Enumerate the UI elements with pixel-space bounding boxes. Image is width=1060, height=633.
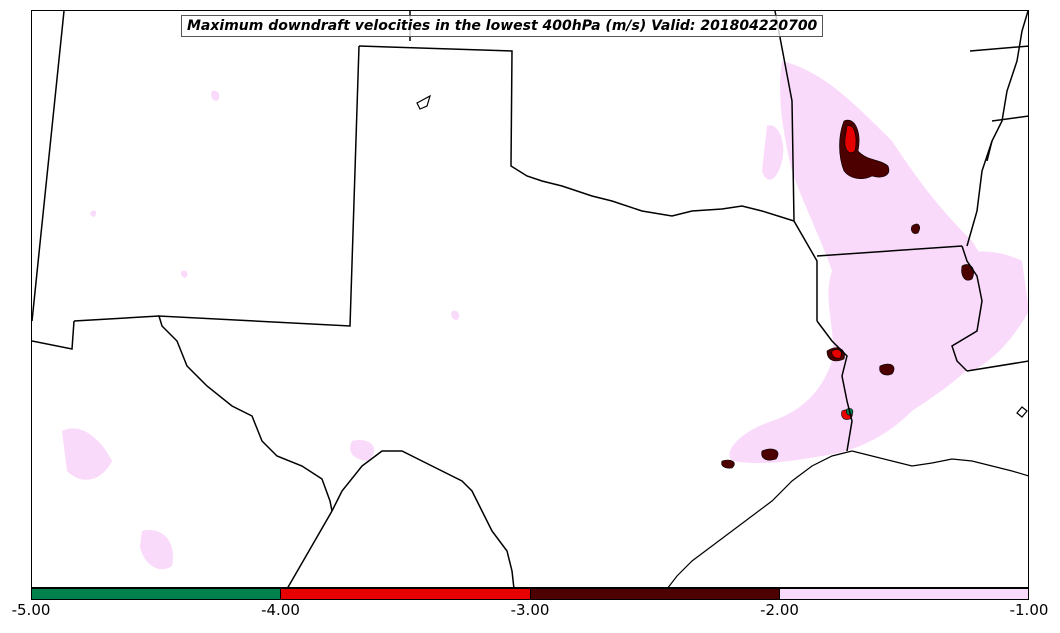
state-boundaries xyxy=(32,11,1028,587)
colorbar-segment-1 xyxy=(32,589,281,599)
colorbar-segment-3 xyxy=(529,589,779,599)
colorbar-tick-label: -5.00 xyxy=(11,601,51,619)
map-title: Maximum downdraft velocities in the lowe… xyxy=(181,15,824,37)
colorbar-tick-label: -3.00 xyxy=(510,601,550,619)
colorbar-segment-2 xyxy=(280,589,530,599)
colorbar-tick-label: -1.00 xyxy=(1009,601,1049,619)
light-downdraft-areas xyxy=(62,61,1028,570)
colorbar xyxy=(31,588,1029,600)
colorbar-tick-label: -2.00 xyxy=(760,601,799,619)
colorbar-segment-4 xyxy=(778,589,1028,599)
map-canvas xyxy=(32,11,1028,587)
coastline xyxy=(416,94,1028,587)
map-panel xyxy=(31,10,1029,588)
colorbar-tick-label: -4.00 xyxy=(261,601,300,619)
